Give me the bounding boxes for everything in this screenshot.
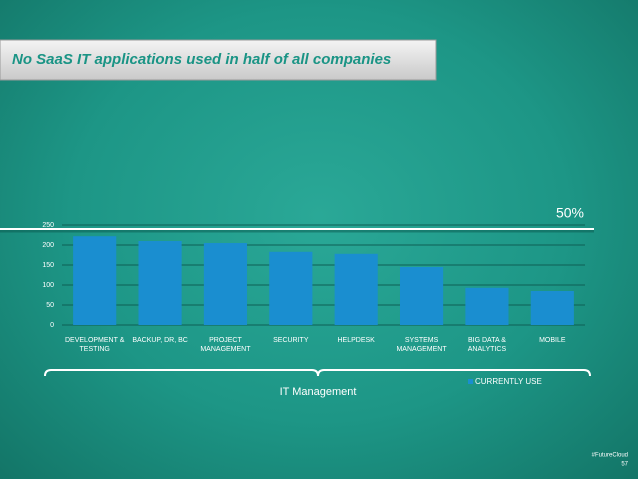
y-tick-label: 150 bbox=[42, 262, 54, 269]
bar bbox=[465, 287, 509, 325]
bar bbox=[399, 267, 444, 325]
page-number: 57 bbox=[621, 462, 628, 468]
x-tick-label: BIG DATA & ANALYTICS bbox=[467, 337, 507, 353]
x-tick-label: PROJECT MANAGEMENT bbox=[200, 337, 251, 353]
y-tick-label: 100 bbox=[42, 282, 54, 289]
x-axis-label: IT Management bbox=[280, 386, 357, 398]
legend-label: CURRENTLY USE bbox=[475, 377, 542, 386]
hashtag: #FutureCloud bbox=[592, 453, 628, 459]
bar bbox=[203, 243, 248, 325]
title-banner bbox=[0, 39, 437, 81]
annotation: 50% bbox=[556, 205, 584, 221]
y-tick-label: 0 bbox=[50, 322, 54, 329]
x-tick-label: HELPDESK bbox=[337, 337, 375, 344]
x-tick-label: MOBILE bbox=[539, 337, 566, 344]
chart-title: No SaaS IT applications used in half of … bbox=[12, 51, 391, 68]
bar bbox=[334, 253, 378, 325]
bar bbox=[138, 241, 182, 325]
bar bbox=[269, 251, 313, 325]
y-tick-label: 50 bbox=[46, 302, 54, 309]
x-tick-label: SECURITY bbox=[273, 337, 309, 344]
x-tick-label: SYSTEMS MANAGEMENT bbox=[396, 337, 447, 353]
y-tick-label: 200 bbox=[42, 242, 54, 249]
bar bbox=[73, 236, 117, 325]
x-tick-label: DEVELOPMENT & TESTING bbox=[64, 337, 125, 353]
y-tick-label: 250 bbox=[42, 222, 54, 229]
bar bbox=[530, 291, 574, 325]
legend-swatch bbox=[468, 379, 473, 384]
brace bbox=[44, 369, 591, 377]
x-tick-label: BACKUP, DR, BC bbox=[132, 337, 188, 344]
